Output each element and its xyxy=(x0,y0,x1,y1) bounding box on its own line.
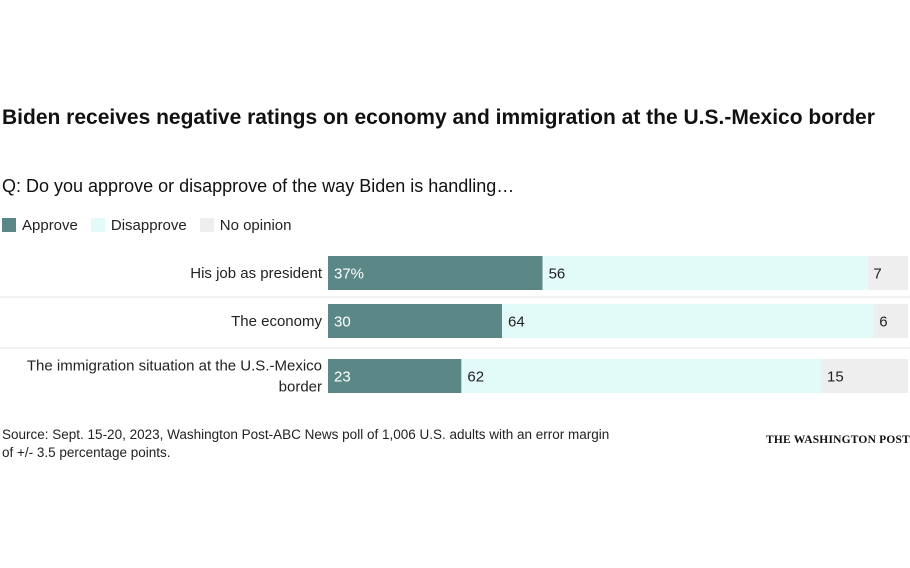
value-label-approve: 23 xyxy=(334,369,351,386)
value-label-disapprove: 64 xyxy=(508,314,525,331)
legend-swatch-no-opinion xyxy=(199,218,214,232)
value-label-no-opinion: 6 xyxy=(879,314,887,331)
legend: Approve Disapprove No opinion xyxy=(2,215,304,235)
source-note: Source: Sept. 15-20, 2023, Washington Po… xyxy=(2,427,610,460)
legend-label-no-opinion: No opinion xyxy=(219,216,292,234)
legend-swatch-disapprove xyxy=(90,218,105,232)
category-label: His job as president xyxy=(190,265,323,282)
value-label-approve: 37% xyxy=(334,266,364,283)
bar-disapprove xyxy=(461,359,821,393)
value-label-disapprove: 56 xyxy=(549,266,566,283)
category-label: The economy xyxy=(231,313,322,330)
value-label-no-opinion: 7 xyxy=(873,266,881,283)
legend-item-no-opinion: No opinion xyxy=(199,216,292,234)
credit-logo: THE WASHINGTON POST xyxy=(766,434,910,446)
bar-disapprove xyxy=(542,256,868,290)
bar-disapprove xyxy=(502,304,874,338)
bar-approve xyxy=(328,359,462,393)
value-label-no-opinion: 15 xyxy=(827,369,844,386)
legend-swatch-approve xyxy=(2,218,16,232)
bar-approve xyxy=(328,304,502,338)
legend-item-disapprove: Disapprove xyxy=(90,216,187,234)
legend-item-approve: Approve xyxy=(2,217,78,234)
bar-approve xyxy=(328,256,543,290)
legend-label-disapprove: Disapprove xyxy=(110,216,187,234)
value-label-disapprove: 62 xyxy=(467,369,484,386)
legend-label-approve: Approve xyxy=(22,216,78,234)
category-label: The immigration situation at the U.S.-Me… xyxy=(27,358,322,396)
chart-title: Biden receives negative ratings on econo… xyxy=(2,106,875,129)
chart-subtitle: Q: Do you approve or disapprove of the w… xyxy=(2,176,515,196)
bar-no-opinion xyxy=(867,256,908,290)
stacked-bar-chart: His job as president 37% 56 7 The economy 30 6… xyxy=(0,256,910,396)
value-label-approve: 30 xyxy=(334,314,351,331)
bar-no-opinion xyxy=(821,359,908,393)
bar-no-opinion xyxy=(873,304,908,338)
